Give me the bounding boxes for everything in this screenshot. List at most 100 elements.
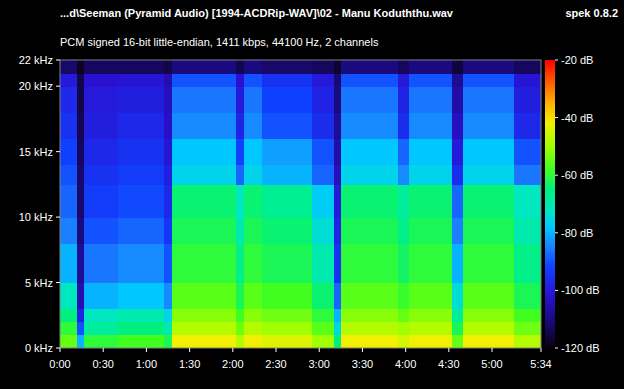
cell	[398, 217, 409, 244]
cell	[84, 73, 118, 87]
cell	[409, 335, 453, 348]
cell	[84, 86, 118, 113]
x-tick-label: 0:00	[49, 358, 70, 370]
cell	[236, 184, 245, 217]
cell	[463, 335, 514, 348]
cell	[463, 243, 514, 283]
cells	[60, 60, 541, 348]
cell	[172, 322, 236, 336]
y-tick-label: 10 kHz	[19, 211, 53, 223]
cell	[341, 322, 399, 336]
cell	[463, 309, 514, 323]
colorbar-tick-label: -120 dB	[561, 342, 600, 354]
cell	[77, 60, 85, 74]
cell	[172, 165, 236, 185]
cell	[398, 73, 409, 87]
y-tick	[56, 217, 60, 218]
cell	[334, 112, 342, 139]
cell	[262, 243, 313, 283]
cell	[262, 86, 313, 113]
cell	[60, 243, 78, 283]
cell	[341, 184, 399, 217]
cell	[312, 217, 334, 244]
x-tick-label: 4:00	[395, 358, 416, 370]
cell	[409, 112, 453, 139]
cell	[77, 243, 85, 283]
y-tick	[56, 151, 60, 152]
spectrogram-chart: 0:000:301:001:302:002:303:003:304:004:30…	[0, 0, 624, 389]
cell	[409, 184, 453, 217]
cell	[452, 165, 464, 185]
cell	[60, 73, 78, 87]
cell	[84, 283, 118, 310]
cell	[334, 309, 342, 323]
colorbar-tick-label: -40 dB	[561, 112, 593, 124]
cell	[341, 217, 399, 244]
cell	[409, 217, 453, 244]
cell	[236, 165, 245, 185]
x-tick	[60, 348, 61, 352]
cell	[312, 243, 334, 283]
cell	[312, 60, 334, 74]
y-tick-label: 15 kHz	[19, 146, 53, 158]
cell	[463, 60, 514, 74]
cell	[514, 86, 541, 113]
x-tick	[189, 348, 190, 352]
cell	[244, 112, 262, 139]
cell	[244, 217, 262, 244]
cell	[398, 309, 409, 323]
cell	[77, 112, 85, 139]
cell	[262, 139, 313, 166]
cell	[409, 139, 453, 166]
app-label: spek 0.8.2	[565, 7, 618, 19]
x-tick-label: 3:30	[352, 358, 373, 370]
cell	[236, 86, 245, 113]
cell	[60, 184, 78, 217]
cell	[409, 283, 453, 310]
cell	[452, 86, 464, 113]
colorbar-tick	[555, 290, 558, 291]
cell	[262, 73, 313, 87]
cell	[409, 73, 453, 87]
cell	[77, 335, 85, 348]
cell	[341, 86, 399, 113]
colorbar-tick	[555, 117, 558, 118]
cell	[77, 309, 85, 323]
cell	[514, 112, 541, 139]
cell	[172, 184, 236, 217]
x-tick-label: 5:34	[530, 358, 551, 370]
cell	[452, 139, 464, 166]
x-tick	[276, 348, 277, 352]
cell	[84, 335, 118, 348]
cell	[341, 309, 399, 323]
cell	[398, 112, 409, 139]
x-tick	[146, 348, 147, 352]
cell	[452, 184, 464, 217]
cell	[398, 243, 409, 283]
cell	[118, 60, 165, 74]
cell	[236, 73, 245, 87]
cell	[262, 184, 313, 217]
cell	[164, 86, 173, 113]
cell	[118, 184, 165, 217]
cell	[118, 86, 165, 113]
cell	[172, 309, 236, 323]
cell	[262, 309, 313, 323]
cell	[172, 86, 236, 113]
cell	[118, 73, 165, 87]
cell	[514, 217, 541, 244]
cell	[514, 165, 541, 185]
cell	[334, 73, 342, 87]
cell	[452, 243, 464, 283]
cell	[164, 283, 173, 310]
cell	[514, 243, 541, 283]
cell	[398, 165, 409, 185]
cell	[312, 309, 334, 323]
cell	[452, 309, 464, 323]
y-tick	[56, 348, 60, 349]
cell	[334, 335, 342, 348]
cell	[84, 112, 118, 139]
cell	[84, 139, 118, 166]
cell	[341, 243, 399, 283]
cell	[164, 139, 173, 166]
